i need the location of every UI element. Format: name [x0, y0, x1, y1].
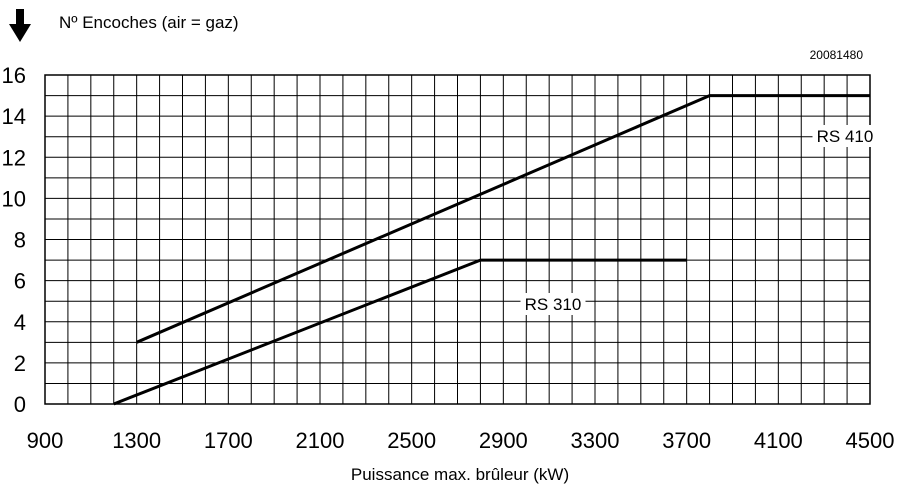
x-tick-label: 3700 — [662, 428, 711, 453]
ticks-layer: 900 1300 1700 2100 2500 2900 3300 3700 4100 4500 0… — [2, 63, 895, 453]
x-axis-label: Puissance max. brûleur (kW) — [351, 465, 569, 484]
x-tick-label: 1300 — [112, 428, 161, 453]
x-tick-label: 4500 — [846, 428, 895, 453]
chart-code: 20081480 — [810, 48, 864, 62]
x-tick-label: 3300 — [571, 428, 620, 453]
series-layer: RS 410 RS 310 — [113, 94, 878, 406]
series-label: RS 410 — [817, 127, 874, 146]
x-tick-label: 2100 — [296, 428, 345, 453]
x-tick-label: 4100 — [754, 428, 803, 453]
x-tick-label: 2500 — [387, 428, 436, 453]
series-label: RS 310 — [525, 295, 582, 314]
grid — [44, 74, 871, 405]
y-tick-label: 4 — [14, 310, 26, 335]
series-label-background — [520, 293, 586, 315]
y-tick-label: 8 — [14, 228, 26, 253]
plot-frame — [44, 74, 871, 405]
y-tick-label: 0 — [14, 392, 26, 417]
y-tick-label: 10 — [2, 186, 26, 211]
y-tick-label: 2 — [14, 351, 26, 376]
x-tick-label: 2900 — [479, 428, 528, 453]
chart-title: Nº Encoches (air = gaz) — [59, 13, 239, 32]
y-tick-label: 16 — [2, 63, 26, 88]
x-tick-label: 900 — [27, 428, 64, 453]
y-tick-label: 6 — [14, 269, 26, 294]
down-arrow-icon — [9, 9, 31, 42]
series-line-rs-410 — [136, 94, 870, 344]
y-tick-label: 12 — [2, 145, 26, 170]
y-tick-label: 14 — [2, 104, 26, 129]
series-line-rs-310 — [113, 258, 687, 406]
series-label-background — [812, 125, 878, 147]
x-tick-label: 1700 — [204, 428, 253, 453]
